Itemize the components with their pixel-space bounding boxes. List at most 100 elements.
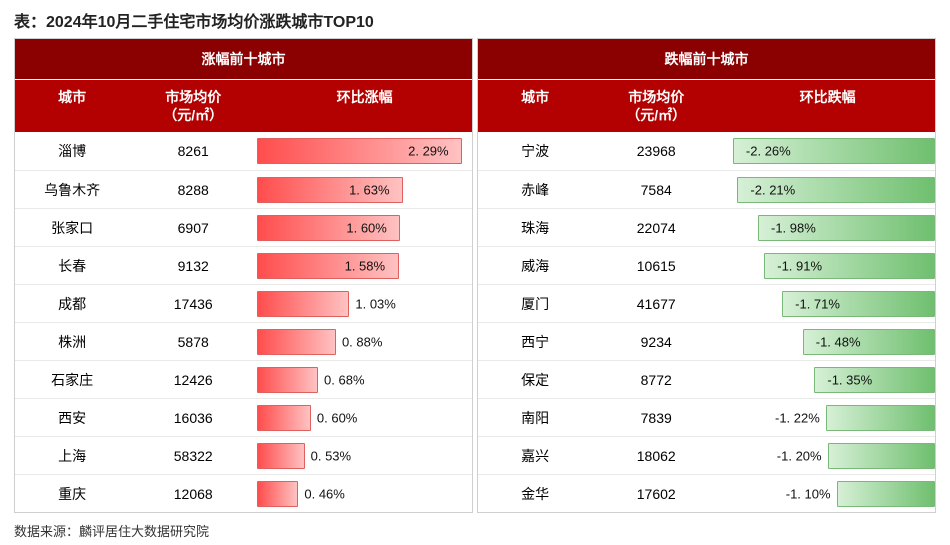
table-row: 淄博82612. 29% — [15, 132, 472, 170]
bar-up — [257, 291, 349, 317]
cell-bar: -1. 48% — [720, 323, 935, 360]
bar-label: 0. 53% — [311, 448, 351, 463]
cell-city: 乌鲁木齐 — [15, 180, 129, 200]
bar-up — [257, 367, 318, 393]
table-row: 成都174361. 03% — [15, 284, 472, 322]
bar-label: -1. 20% — [777, 448, 822, 463]
bar-label: 0. 88% — [342, 334, 382, 349]
cell-bar: 1. 58% — [257, 247, 472, 284]
bar-label: -1. 10% — [786, 486, 831, 501]
table-row: 宁波23968-2. 26% — [478, 132, 935, 170]
header-city: 城市 — [478, 80, 592, 132]
cell-bar: -2. 26% — [720, 132, 935, 170]
cell-city: 重庆 — [15, 484, 129, 504]
bar-label: -1. 91% — [777, 258, 822, 273]
cell-price: 17602 — [592, 486, 720, 502]
header-price: 市场均价 （元/㎡） — [592, 80, 720, 132]
panel-up-column-headers: 城市 市场均价 （元/㎡） 环比涨幅 — [15, 80, 472, 132]
bar-label: 1. 60% — [346, 220, 386, 235]
cell-bar: -1. 98% — [720, 209, 935, 246]
cell-city: 成都 — [15, 294, 129, 314]
bar-label: -1. 98% — [771, 220, 816, 235]
cell-price: 12426 — [129, 372, 257, 388]
cell-price: 7584 — [592, 182, 720, 198]
cell-bar: -1. 35% — [720, 361, 935, 398]
panel-down-column-headers: 城市 市场均价 （元/㎡） 环比跌幅 — [478, 80, 935, 132]
table-row: 株洲5878 0. 88% — [15, 322, 472, 360]
cell-price: 41677 — [592, 296, 720, 312]
tables-container: 涨幅前十城市 城市 市场均价 （元/㎡） 环比涨幅 淄博82612. 29%乌鲁… — [0, 38, 950, 513]
bar-label: -1. 48% — [816, 334, 861, 349]
cell-price: 5878 — [129, 334, 257, 350]
bar-up — [257, 481, 298, 507]
cell-city: 上海 — [15, 446, 129, 466]
cell-city: 淄博 — [15, 141, 129, 161]
panel-down-super-header: 跌幅前十城市 — [478, 39, 935, 80]
bar-label: -1. 22% — [775, 410, 820, 425]
table-row: 嘉兴18062-1. 20% — [478, 436, 935, 474]
cell-price: 8288 — [129, 182, 257, 198]
table-row: 威海10615 -1. 91% — [478, 246, 935, 284]
cell-bar: -2. 21% — [720, 171, 935, 208]
table-row: 石家庄12426 0. 68% — [15, 360, 472, 398]
cell-price: 9132 — [129, 258, 257, 274]
bar-up — [257, 329, 336, 355]
cell-price: 9234 — [592, 334, 720, 350]
cell-city: 株洲 — [15, 332, 129, 352]
table-row: 乌鲁木齐8288 1. 63% — [15, 170, 472, 208]
cell-city: 石家庄 — [15, 370, 129, 390]
table-row: 珠海22074-1. 98% — [478, 208, 935, 246]
cell-price: 22074 — [592, 220, 720, 236]
table-row: 重庆12068 0. 46% — [15, 474, 472, 512]
cell-price: 17436 — [129, 296, 257, 312]
cell-price: 18062 — [592, 448, 720, 464]
cell-bar: 0. 53% — [257, 437, 472, 474]
header-price: 市场均价 （元/㎡） — [129, 80, 257, 132]
bar-label: 0. 68% — [324, 372, 364, 387]
bar-label: 1. 58% — [345, 258, 385, 273]
table-row: 西安160360. 60% — [15, 398, 472, 436]
bar-up — [257, 405, 311, 431]
cell-bar: 1. 63% — [257, 171, 472, 208]
table-row: 南阳7839-1. 22% — [478, 398, 935, 436]
cell-price: 16036 — [129, 410, 257, 426]
cell-bar: 1. 60% — [257, 209, 472, 246]
cell-city: 保定 — [478, 370, 592, 390]
panel-up-rows: 淄博82612. 29%乌鲁木齐82881. 63%张家口69071. 60%长… — [15, 132, 472, 512]
cell-bar: 1. 03% — [257, 285, 472, 322]
data-source: 数据来源：麟评居住大数据研究院 — [0, 513, 950, 540]
table-row: 上海583220. 53% — [15, 436, 472, 474]
bar-label: -1. 71% — [795, 296, 840, 311]
cell-bar: 0. 60% — [257, 399, 472, 436]
panel-down: 跌幅前十城市 城市 市场均价 （元/㎡） 环比跌幅 宁波23968-2. 26%… — [477, 38, 936, 513]
table-row: 厦门41677-1. 71% — [478, 284, 935, 322]
table-row: 金华17602-1. 10% — [478, 474, 935, 512]
table-row: 西宁9234 -1. 48% — [478, 322, 935, 360]
bar-label: 1. 63% — [349, 182, 389, 197]
cell-city: 西宁 — [478, 332, 592, 352]
cell-city: 宁波 — [478, 141, 592, 161]
cell-bar: -1. 91% — [720, 247, 935, 284]
panel-down-rows: 宁波23968-2. 26%赤峰7584-2. 21%珠海22074-1. 98… — [478, 132, 935, 512]
cell-city: 长春 — [15, 256, 129, 276]
cell-price: 10615 — [592, 258, 720, 274]
bar-label: 2. 29% — [408, 144, 448, 159]
cell-bar: 0. 46% — [257, 475, 472, 512]
cell-city: 威海 — [478, 256, 592, 276]
cell-bar: -1. 10% — [720, 475, 935, 512]
cell-price: 7839 — [592, 410, 720, 426]
cell-city: 西安 — [15, 408, 129, 428]
bar-label: 0. 46% — [304, 486, 344, 501]
cell-city: 张家口 — [15, 218, 129, 238]
panel-up-super-header: 涨幅前十城市 — [15, 39, 472, 80]
cell-price: 12068 — [129, 486, 257, 502]
cell-price: 23968 — [592, 143, 720, 159]
cell-bar: -1. 22% — [720, 399, 935, 436]
header-city: 城市 — [15, 80, 129, 132]
bar-label: -1. 35% — [827, 372, 872, 387]
chart-title: 表：2024年10月二手住宅市场均价涨跌城市TOP10 — [0, 0, 950, 38]
header-change: 环比涨幅 — [257, 80, 472, 132]
header-change: 环比跌幅 — [720, 80, 935, 132]
table-row: 长春9132 1. 58% — [15, 246, 472, 284]
cell-bar: 0. 88% — [257, 323, 472, 360]
